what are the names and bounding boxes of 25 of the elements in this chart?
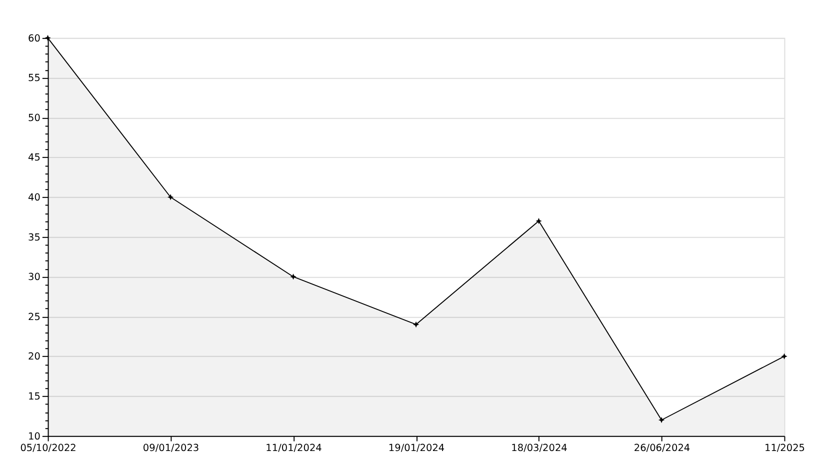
y-tick-label: 60 xyxy=(28,33,40,44)
y-tick-label: 20 xyxy=(28,352,40,363)
point xyxy=(167,194,174,200)
y-tick-label: 15 xyxy=(28,392,40,403)
x-tick-label: 09/01/2023 xyxy=(142,443,200,454)
x-tick-label: 26/06/2024 xyxy=(634,443,690,454)
y-tick-label: 25 xyxy=(28,312,40,323)
x-tick-label: 19/01/2024 xyxy=(388,443,445,454)
point xyxy=(658,416,665,424)
y-tick-label: 55 xyxy=(28,73,40,84)
point xyxy=(412,321,420,328)
y-tick-label: 30 xyxy=(28,272,40,284)
y-tick-label: 40 xyxy=(28,192,40,204)
y-tick-label: 50 xyxy=(28,112,40,124)
point xyxy=(44,34,51,42)
point xyxy=(290,274,296,280)
x-tick-label: 05/10/2022 xyxy=(20,443,76,454)
y-tick-label: 10 xyxy=(28,431,40,442)
point xyxy=(536,218,542,224)
point xyxy=(781,353,788,360)
x-tick-label: 11/2025 xyxy=(764,443,805,454)
y-tick-label: 35 xyxy=(28,232,40,244)
x-tick-label: 18/03/2024 xyxy=(511,443,568,454)
y-tick-label: 45 xyxy=(28,152,40,164)
x-tick-label: 11/01/2024 xyxy=(266,443,322,454)
